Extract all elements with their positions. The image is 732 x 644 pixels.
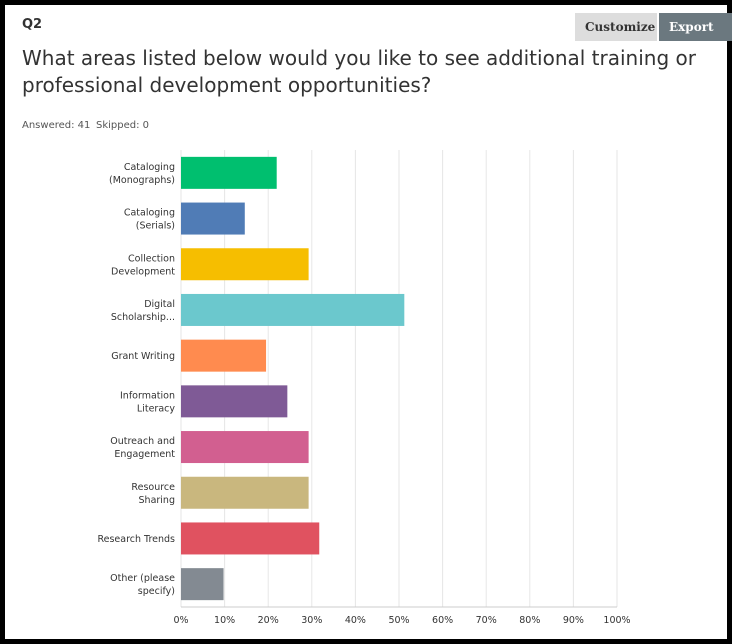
bar xyxy=(181,293,405,326)
question-number: Q2 xyxy=(22,17,43,32)
y-tick-label: Research Trends xyxy=(97,534,175,545)
y-tick-label: Information Literacy xyxy=(120,390,175,414)
x-tick-label: 70% xyxy=(476,615,497,626)
y-tick-label: Grant Writing xyxy=(111,351,175,362)
x-tick-label: 10% xyxy=(214,615,235,626)
bar xyxy=(181,202,245,235)
bar xyxy=(181,339,267,372)
y-tick-label: Other (please specify) xyxy=(110,573,175,597)
y-tick-label: Resource Sharing xyxy=(131,482,175,506)
bar xyxy=(181,476,309,509)
y-tick-label: Collection Development xyxy=(111,253,175,277)
question-panel: Q2 Customize Export What areas listed be… xyxy=(5,5,732,639)
x-tick-label: 100% xyxy=(603,615,630,626)
x-tick-label: 90% xyxy=(563,615,584,626)
bar xyxy=(181,568,224,601)
x-tick-label: 80% xyxy=(519,615,540,626)
question-title: What areas listed below would you like t… xyxy=(22,46,696,97)
x-tick-label: 20% xyxy=(258,615,279,626)
bar xyxy=(181,522,320,555)
export-button[interactable]: Export xyxy=(659,13,732,59)
x-tick-label: 40% xyxy=(345,615,366,626)
bar xyxy=(181,248,309,281)
x-tick-label: 30% xyxy=(301,615,322,626)
x-tick-label: 0% xyxy=(173,615,188,626)
export-label[interactable]: Export xyxy=(669,20,714,34)
skipped-count: Skipped: 0 xyxy=(96,120,150,131)
bar xyxy=(181,156,277,189)
y-tick-label: Outreach and Engagement xyxy=(110,436,175,460)
x-tick-label: 50% xyxy=(388,615,409,626)
y-tick-label: Cataloging (Monographs) xyxy=(109,162,175,186)
x-tick-label: 60% xyxy=(432,615,453,626)
y-tick-label: Digital Scholarship... xyxy=(111,299,175,323)
answered-count: Answered: 41 xyxy=(22,120,91,131)
customize-button[interactable]: Customize xyxy=(575,13,657,41)
bar-chart: 0% 10% 20% 30% 40% 50% 60% 70% 80% 90% 100% Catalog… xyxy=(97,150,631,626)
bar xyxy=(181,385,288,418)
y-tick-label: Cataloging (Serials) xyxy=(124,208,175,232)
dropdown-icon xyxy=(669,52,679,59)
bar xyxy=(181,431,309,464)
